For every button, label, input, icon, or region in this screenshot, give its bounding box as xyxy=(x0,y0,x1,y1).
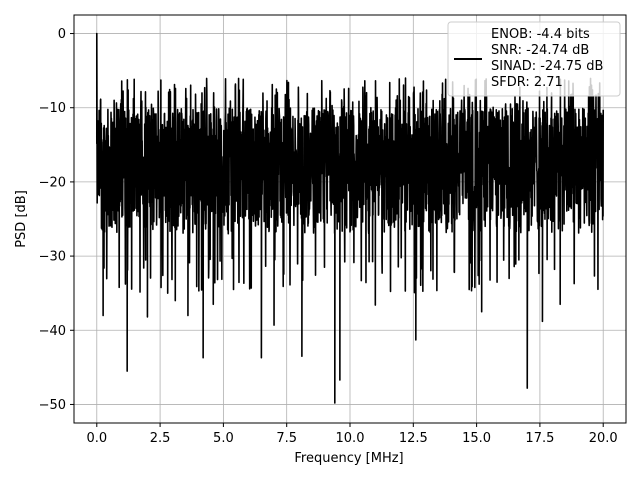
psd-trace xyxy=(95,32,605,404)
y-axis-ticks: 0 −10 −20 −30 −40 −50 xyxy=(39,27,74,413)
x-tick-label: 7.5 xyxy=(276,431,297,446)
x-tick-label: 2.5 xyxy=(150,431,171,446)
y-tick-label: −30 xyxy=(39,250,66,265)
x-axis-label: Frequency [MHz] xyxy=(294,451,403,466)
x-tick-label: 17.5 xyxy=(525,431,554,446)
x-tick-label: 10.0 xyxy=(336,431,365,446)
legend-entry-text: SINAD: -24.75 dB xyxy=(491,59,603,74)
y-tick-label: −20 xyxy=(39,175,66,190)
y-axis-label: PSD [dB] xyxy=(14,190,29,248)
x-axis-ticks: 0.0 2.5 5.0 7.5 10.0 12.5 15.0 17.5 20.0 xyxy=(86,423,618,446)
series-line xyxy=(95,32,605,404)
x-tick-label: 12.5 xyxy=(399,431,428,446)
y-tick-label: −40 xyxy=(39,324,66,339)
x-tick-label: 20.0 xyxy=(589,431,618,446)
x-tick-label: 5.0 xyxy=(213,431,234,446)
legend-entry-text: ENOB: -4.4 bits xyxy=(491,27,590,42)
y-tick-label: 0 xyxy=(58,27,66,42)
y-tick-label: −10 xyxy=(39,101,66,116)
x-tick-label: 0.0 xyxy=(86,431,107,446)
x-tick-label: 15.0 xyxy=(462,431,491,446)
legend-box xyxy=(447,21,621,97)
legend-entry-text: SFDR: 2.71 xyxy=(491,75,563,90)
y-tick-label: −50 xyxy=(39,398,66,413)
legend-entry-text: SNR: -24.74 dB xyxy=(491,43,589,58)
